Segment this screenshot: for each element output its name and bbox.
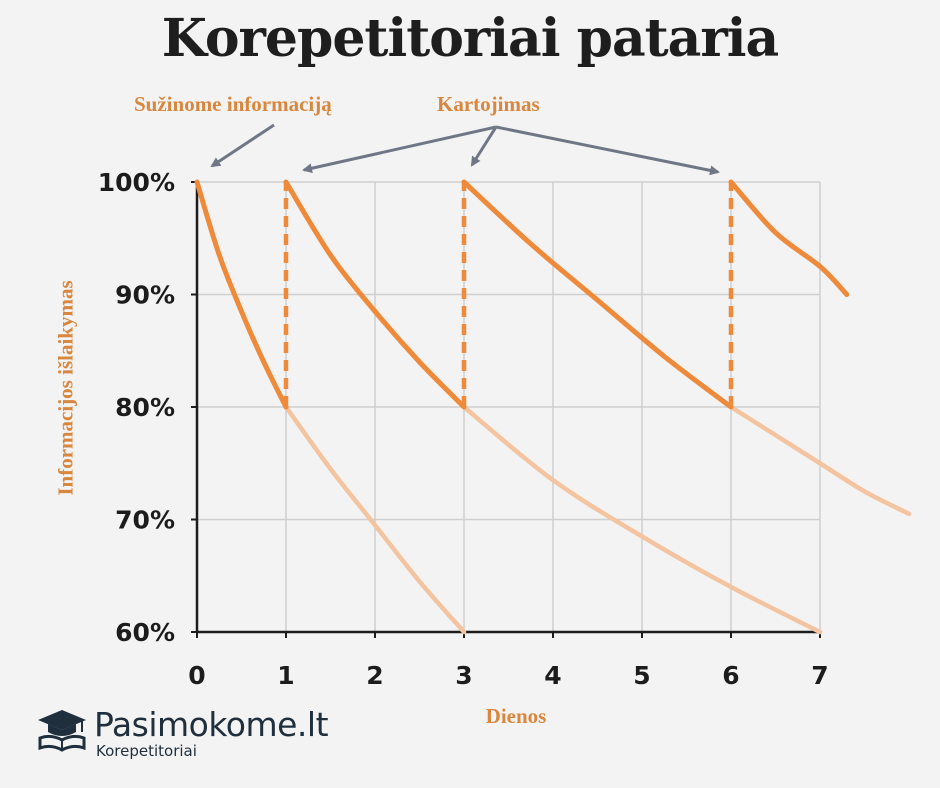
y-tick-label: 70%: [115, 506, 175, 535]
arrow-repeat-day3: [470, 126, 498, 167]
reviewed-curves: [194, 179, 850, 410]
retention-curve-0: [194, 179, 289, 410]
graduation-cap-book-icon: [38, 710, 86, 752]
retention-curve-3: [728, 179, 850, 297]
forgetting-curve-5: [461, 404, 823, 635]
arrow-repeat-day1: [302, 125, 497, 174]
y-tick-label: 90%: [115, 281, 175, 310]
x-tick-label: 7: [811, 661, 828, 690]
x-axis-label: Dienos: [485, 704, 547, 728]
annotation-arrows: [210, 123, 720, 176]
retention-curve-2: [461, 179, 734, 410]
x-tick-label: 6: [722, 661, 739, 690]
forgotten-curves: [283, 404, 912, 635]
arrow-repeat-day6: [495, 125, 720, 176]
y-tick-label: 60%: [115, 618, 175, 647]
tick-labels: 60% 70% 80% 90% 100% 0 1 2 3 4 5 6 7: [98, 168, 829, 690]
x-tick-label: 3: [455, 661, 472, 690]
forgetting-curve-4: [283, 404, 467, 635]
x-tick-label: 1: [277, 661, 294, 690]
forgetting-curve-6: [728, 404, 912, 517]
y-tick-label: 100%: [98, 168, 175, 197]
grid: [197, 181, 821, 632]
y-tick-label: 80%: [115, 393, 175, 422]
x-tick-label: 5: [633, 661, 650, 690]
chart-title: Korepetitoriai pataria: [161, 8, 779, 69]
arrow-learn: [210, 123, 275, 168]
annotation-learn: Sužinome informaciją: [134, 92, 332, 116]
x-tick-label: 2: [366, 661, 383, 690]
x-tick-label: 4: [544, 661, 561, 690]
logo-name: Pasimokome.lt: [94, 705, 329, 744]
logo: Pasimokome.lt Korepetitoriai: [36, 705, 329, 760]
review-markers: [283, 182, 734, 407]
retention-curve-1: [283, 179, 467, 410]
annotation-repeat: Kartojimas: [437, 92, 540, 116]
x-tick-label: 0: [188, 661, 205, 690]
logo-subtitle: Korepetitoriai: [96, 742, 197, 760]
